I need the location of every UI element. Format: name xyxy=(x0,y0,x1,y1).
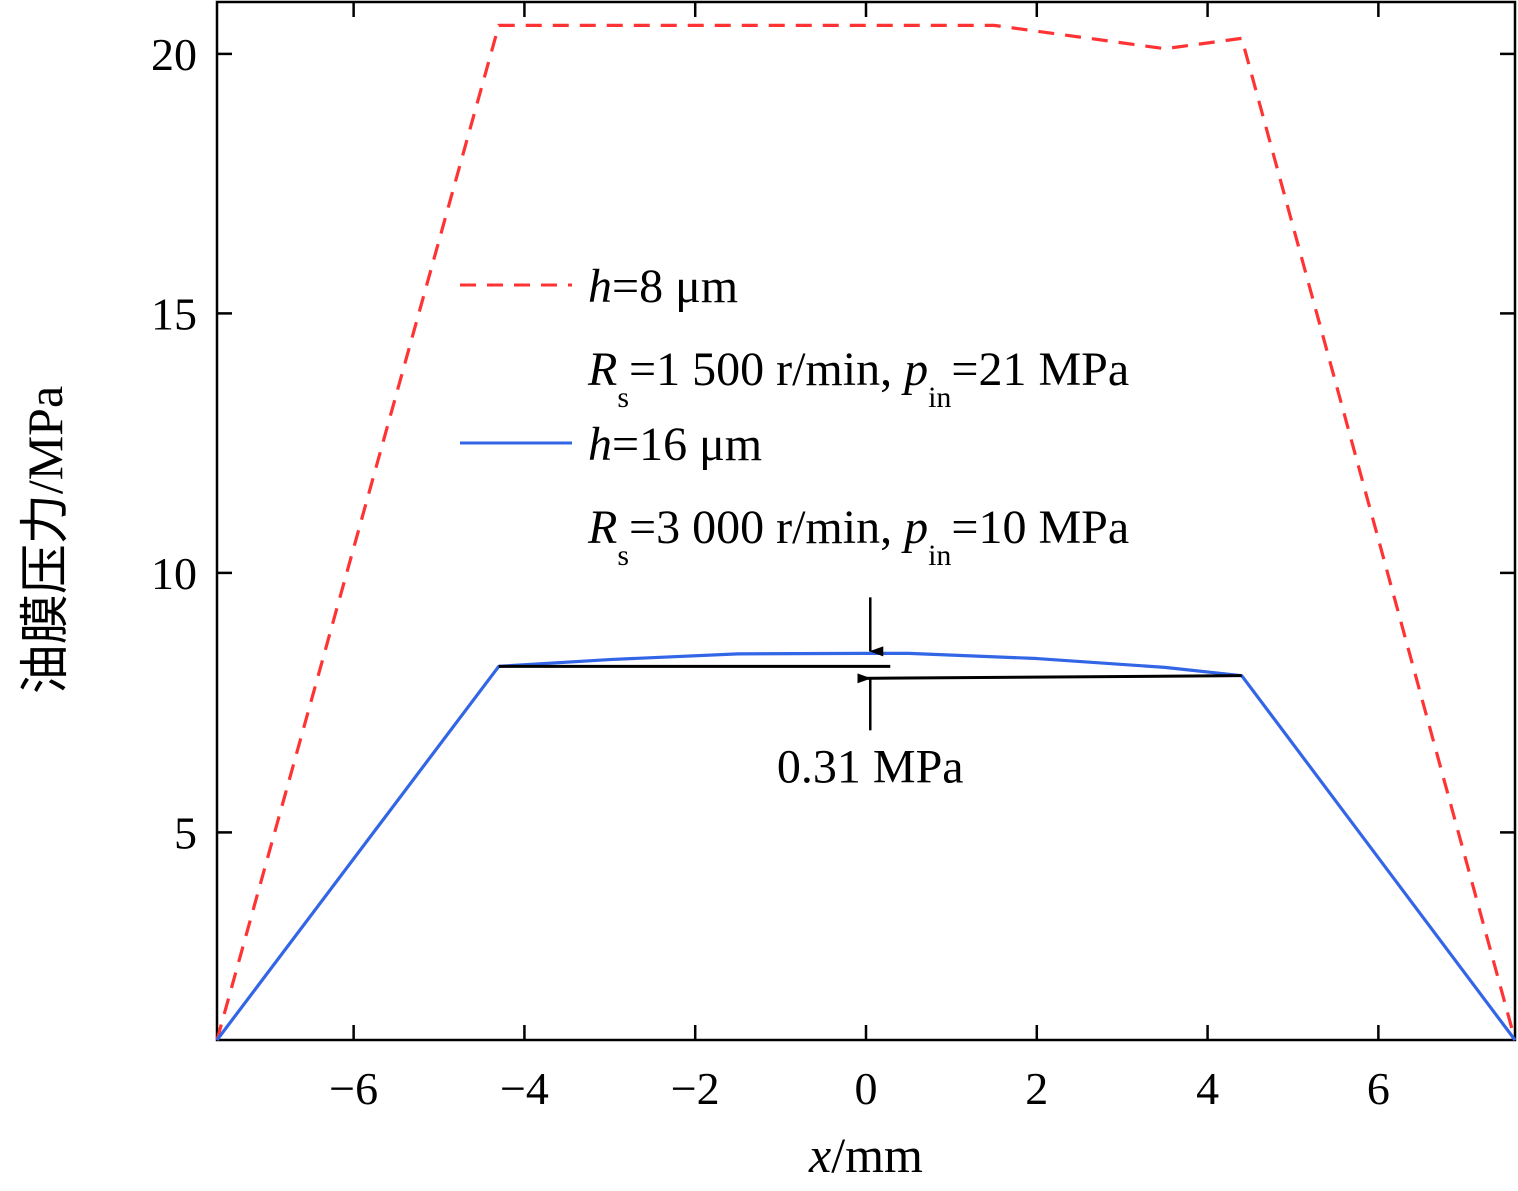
x-tick-label: 6 xyxy=(1367,1063,1390,1114)
x-tick-label: −6 xyxy=(329,1063,378,1114)
series-lines xyxy=(215,23,1517,1041)
y-axis-title: 油膜压力/MPa xyxy=(17,386,73,694)
y-tick-label: 10 xyxy=(151,548,197,599)
legend-entry-h8: h=8 μm xyxy=(588,260,738,313)
series-line-0 xyxy=(215,23,1517,1041)
x-axis-title: x/mm xyxy=(808,1127,923,1183)
legend-condition-h16: Rs=3 000 r/min, pin=10 MPa xyxy=(587,501,1129,572)
x-tick-label: −4 xyxy=(500,1063,549,1114)
x-tick-label: 0 xyxy=(855,1063,878,1114)
pressure-difference-annotation: 0.31 MPa xyxy=(498,597,1242,793)
y-tick-label: 20 xyxy=(151,29,197,80)
annotation-label: 0.31 MPa xyxy=(777,740,964,793)
x-tick-label: 2 xyxy=(1025,1063,1048,1114)
axis-ticks: −6 −4 −2 0 2 4 6 5 10 15 20 xyxy=(151,2,1515,1114)
reference-line-lower xyxy=(860,674,1242,680)
x-tick-label: 4 xyxy=(1196,1063,1219,1114)
legend-entry-h16: h=16 μm xyxy=(588,418,762,471)
x-tick-label: −2 xyxy=(671,1063,720,1114)
y-tick-label: 5 xyxy=(174,807,197,858)
series-line-1 xyxy=(215,651,1517,1041)
legend: h=8 μm Rs=1 500 r/min, pin=21 MPa h=16 μ… xyxy=(460,260,1129,572)
y-tick-label: 15 xyxy=(151,288,197,339)
legend-condition-h8: Rs=1 500 r/min, pin=21 MPa xyxy=(587,343,1129,414)
